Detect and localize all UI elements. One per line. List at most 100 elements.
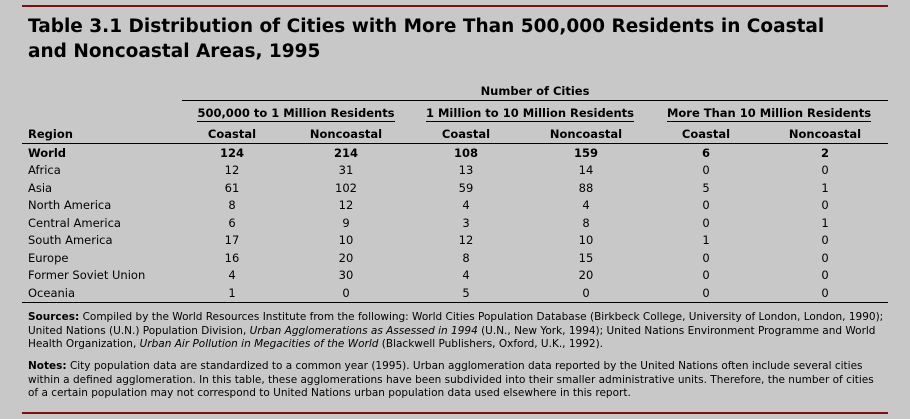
table-row: Central America 6 9 3 8 0 1 [22,214,888,232]
cell-value: 12 [224,163,240,178]
group-header-text: 500,000 to 1 Million Residents [197,106,395,122]
cell-value: 159 [573,145,598,160]
region-name: Asia [28,180,53,195]
region-name: Former Soviet Union [28,268,146,283]
column-header: Noncoastal [282,125,410,144]
cell-value: 0 [762,284,888,303]
notes: Notes: City population data are standard… [28,360,884,401]
cell-value: 30 [338,268,354,283]
sources-text: Compiled by the World Resources Institut… [28,311,884,337]
table-row: South America 17 10 12 10 1 0 [22,232,888,250]
sources: Sources: Compiled by the World Resources… [28,311,884,352]
cell-value: 4 [462,198,470,213]
cell-value: 0 [821,198,829,213]
cell-value: 102 [335,180,357,195]
region-name: North America [28,198,112,213]
cell-value: 6 [701,145,710,160]
column-header: Region [22,125,182,144]
table-row: North America 8 12 4 4 0 0 [22,197,888,215]
region-name: Europe [28,250,69,265]
cell-value: 0 [821,233,829,248]
cell-value: 16 [224,250,240,265]
sources-text: (U.N., New York, 1994); United Nations E… [28,324,876,351]
cell-value: 59 [458,180,474,195]
group-header: 500,000 to 1 Million Residents [182,101,410,126]
table-row: World 124 214 108 159 6 2 [22,144,888,162]
cell-value: 8 [462,250,470,265]
cell-value: 1 [821,180,829,195]
cell-value: 61 [224,180,240,195]
cell-value: 0 [702,163,710,178]
cell-value: 124 [219,145,244,160]
cell-value: 2 [820,145,829,160]
cell-value: 0 [821,268,829,283]
region-name: Africa [28,163,61,178]
cell-value: 0 [650,284,762,303]
cell-value: 20 [578,268,594,283]
cell-value: 15 [578,250,594,265]
table-title: Table 3.1 Distribution of Cities with Mo… [28,16,825,62]
cell-value: 6 [228,215,236,230]
group-header-text: 1 Million to 10 Million Residents [425,106,635,122]
cell-value: 1 [182,284,282,303]
cell-value: 31 [338,163,354,178]
column-header: Noncoastal [522,125,650,144]
cell-value: 20 [338,250,354,265]
sources-label: Sources: [28,311,80,323]
sources-text: (Blackwell Publishers, Oxford, U.K., 199… [378,338,603,350]
cell-value: 10 [338,233,354,248]
column-header: Coastal [182,125,282,144]
cell-value: 9 [342,215,350,230]
cell-value: 12 [338,198,354,213]
region-name: Oceania [22,284,182,303]
group-header: 1 Million to 10 Million Residents [410,101,650,126]
cell-value: 0 [522,284,650,303]
table-row: Africa 12 31 13 14 0 0 [22,162,888,180]
cell-value: 0 [702,198,710,213]
cell-value: 0 [282,284,410,303]
notes-text: City population data are standardized to… [28,360,874,399]
cell-value: 13 [458,163,474,178]
notes-label: Notes: [28,360,67,372]
sources-title: Urban Air Pollution in Megacities of the… [139,338,379,350]
cell-value: 214 [333,145,358,160]
cell-value: 4 [462,268,470,283]
bottom-rule [22,412,888,414]
table-row: Oceania 1 0 5 0 0 0 [22,284,888,303]
super-header: Number of Cities [182,82,888,101]
region-name: South America [28,233,113,248]
sources-title: Urban Agglomerations as Assessed in 1994 [249,324,478,337]
cell-value: 1 [821,215,829,230]
table-row: Europe 16 20 8 15 0 0 [22,249,888,267]
cell-value: 14 [578,163,594,178]
cell-value: 5 [702,180,710,195]
table-row: Former Soviet Union 4 30 4 20 0 0 [22,267,888,285]
cell-value: 3 [462,215,470,230]
column-header: Coastal [650,125,762,144]
cell-value: 8 [582,215,590,230]
group-header: More Than 10 Million Residents [650,101,888,126]
cell-value: 1 [702,233,710,248]
cell-value: 4 [582,198,590,213]
column-header: Coastal [410,125,522,144]
cell-value: 0 [702,250,710,265]
region-name: World [28,145,67,160]
cell-value: 10 [578,233,594,248]
cell-value: 0 [821,163,829,178]
cell-value: 0 [702,268,710,283]
cell-value: 5 [410,284,522,303]
cell-value: 0 [821,250,829,265]
cell-value: 88 [578,180,594,195]
cell-value: 17 [224,233,240,248]
region-name: Central America [28,215,121,230]
cell-value: 8 [228,198,236,213]
column-header: Noncoastal [762,125,888,144]
cell-value: 4 [228,268,236,283]
cell-value: 12 [458,233,474,248]
data-table: Number of Cities 500,000 to 1 Million Re… [22,82,888,303]
top-rule [22,5,888,7]
table-row: Asia 61 102 59 88 5 1 [22,179,888,197]
group-header-text: More Than 10 Million Residents [666,106,872,122]
cell-value: 0 [702,215,710,230]
